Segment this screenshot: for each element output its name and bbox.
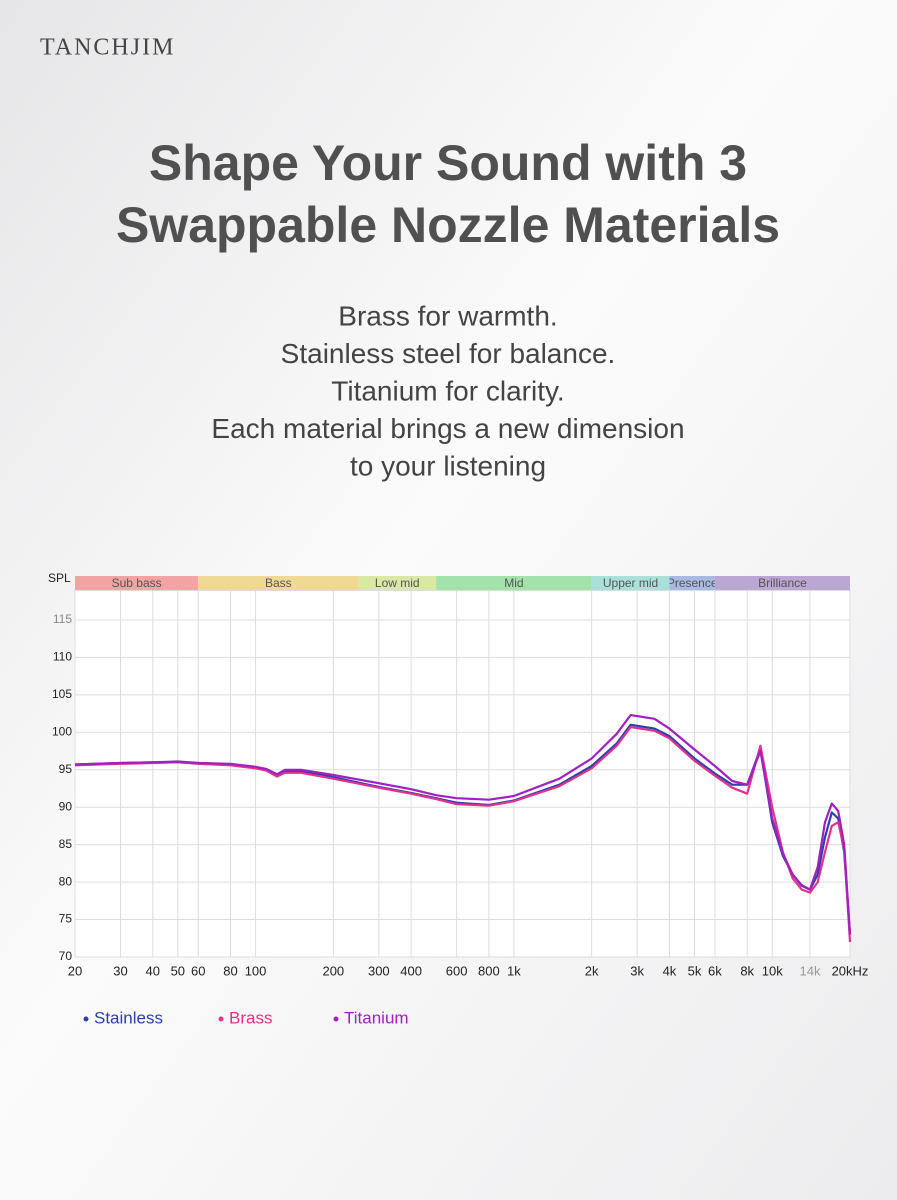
legend-label: Titanium — [344, 1008, 409, 1027]
band — [714, 576, 850, 590]
x-tick-label: 4k — [663, 963, 677, 978]
band — [436, 576, 592, 590]
description-line: Brass for warmth. — [338, 300, 557, 331]
band-label: Low mid — [375, 576, 420, 590]
x-tick-label: 50 — [171, 963, 185, 978]
description-line: Each material brings a new dimension — [211, 413, 684, 444]
band-label: Sub bass — [112, 576, 162, 590]
series-line — [74, 726, 852, 943]
y-tick-label: 75 — [59, 912, 73, 926]
y-axis-label: SPL — [48, 571, 71, 585]
title-line: Shape Your Sound with 3 — [149, 135, 747, 191]
band — [591, 576, 670, 590]
y-tick-label: 115 — [53, 612, 72, 626]
band — [669, 576, 715, 590]
band-label: Presence — [667, 576, 718, 590]
x-tick-label: 80 — [223, 963, 237, 978]
x-tick-label: 14k — [799, 963, 820, 978]
x-tick-label: 6k — [708, 963, 722, 978]
band-label: Bass — [265, 576, 292, 590]
x-tick-label: 2k — [585, 963, 599, 978]
x-tick-label: 300 — [368, 963, 390, 978]
description: Brass for warmth. Stainless steel for bal… — [211, 300, 684, 481]
x-tick-label: 8k — [740, 963, 754, 978]
x-tick-label: 400 — [400, 963, 422, 978]
y-tick-label: 70 — [59, 949, 73, 963]
brand: TANCHJIM — [40, 35, 175, 61]
x-tick-label: 3k — [630, 963, 644, 978]
description-line: to your listening — [350, 450, 546, 481]
x-tick-label: 20kHz — [832, 963, 869, 978]
x-tick-label: 800 — [478, 963, 500, 978]
y-tick-label: 85 — [59, 837, 73, 851]
y-tick-label: 110 — [53, 650, 72, 664]
legend-label: Brass — [229, 1008, 272, 1027]
band — [358, 576, 437, 590]
legend-dot — [83, 1016, 89, 1022]
y-tick-label: 95 — [59, 762, 73, 776]
band — [198, 576, 359, 590]
y-tick-label: 105 — [52, 687, 72, 701]
band-label: Brilliance — [758, 576, 807, 590]
x-tick-label: 100 — [245, 963, 267, 978]
band-label: Upper mid — [603, 576, 658, 590]
x-tick-label: 60 — [191, 963, 205, 978]
title-line: Swappable Nozzle Materials — [116, 197, 780, 253]
y-tick-label: 80 — [59, 874, 73, 888]
description-line: Stainless steel for balance. — [281, 338, 616, 369]
x-tick-label: 1k — [507, 963, 521, 978]
x-tick-label: 20 — [68, 963, 82, 978]
x-tick-label: 5k — [688, 963, 702, 978]
x-tick-label: 40 — [146, 963, 160, 978]
band-label: Mid — [504, 576, 523, 590]
x-tick-label: 30 — [113, 963, 127, 978]
x-tick-label: 200 — [322, 963, 344, 978]
chart: Sub bass Bass Low mid Mid Upper mid Presence B… — [48, 571, 868, 1027]
legend-label: Stainless — [94, 1008, 163, 1027]
x-tick-label: 600 — [446, 963, 468, 978]
y-tick-label: 90 — [59, 799, 73, 813]
y-tick-label: 100 — [52, 724, 72, 738]
band — [75, 576, 199, 590]
x-tick-label: 10k — [762, 963, 783, 978]
description-line: Titanium for clarity. — [331, 375, 564, 406]
series-line — [74, 714, 852, 935]
legend-dot — [333, 1016, 339, 1022]
plot-area — [74, 589, 851, 958]
legend-dot — [218, 1016, 224, 1022]
